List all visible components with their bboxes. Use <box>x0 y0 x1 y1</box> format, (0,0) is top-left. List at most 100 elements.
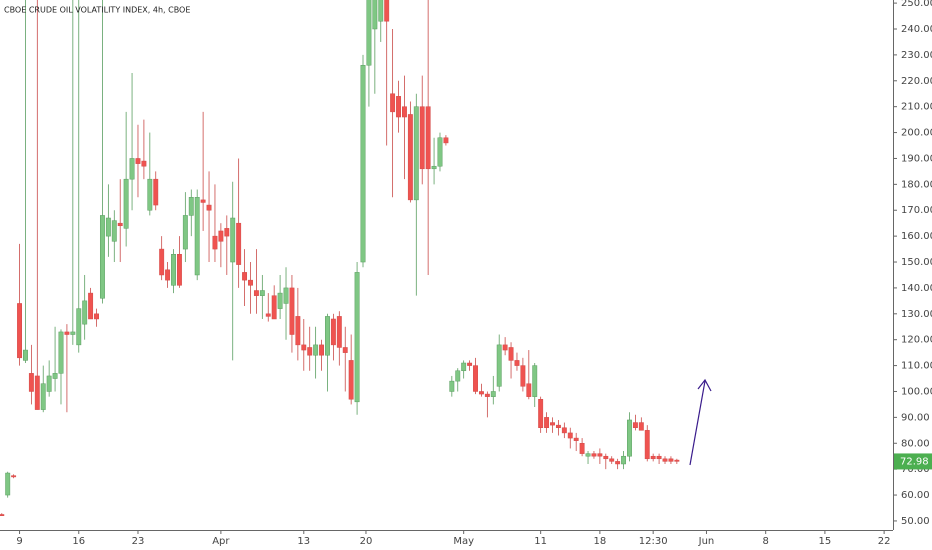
arrow-head <box>697 378 712 392</box>
x-tick-label: May <box>453 536 474 547</box>
candle-body <box>88 292 94 320</box>
candle-body <box>544 417 550 428</box>
candle-body <box>248 279 253 286</box>
candle-body <box>419 106 425 170</box>
candle-body <box>259 290 265 296</box>
candle-body <box>212 235 218 250</box>
candle-body <box>319 344 325 356</box>
candle-body <box>0 514 5 517</box>
candle-body <box>206 204 212 211</box>
candle-body <box>662 458 668 462</box>
y-tick-label: 210.00 <box>901 102 932 113</box>
candle-body <box>656 455 662 460</box>
y-tick-label: 250.00 <box>901 0 932 9</box>
candle-body <box>40 383 46 410</box>
candle-body <box>668 458 674 462</box>
x-tick-label: 22 <box>878 536 891 547</box>
candle-body <box>390 93 396 113</box>
candle-body <box>372 0 378 30</box>
candle-body <box>603 455 609 460</box>
candle-body <box>425 106 431 170</box>
candle-body <box>99 215 105 299</box>
candle-body <box>609 458 615 462</box>
candle-body <box>135 158 141 164</box>
candle-body <box>674 459 680 462</box>
candle-body <box>496 344 502 387</box>
x-tick-label: 18 <box>594 536 607 547</box>
candle-body <box>597 453 603 457</box>
candle-body <box>555 424 561 428</box>
x-tick-label: 8 <box>762 536 768 547</box>
candle-body <box>449 380 455 392</box>
candle-body <box>64 331 70 335</box>
candle-body <box>218 230 224 242</box>
y-tick-label: 190.00 <box>901 153 932 164</box>
candle-body <box>585 453 591 457</box>
candle-body <box>360 64 366 263</box>
y-tick-label: 130.00 <box>901 309 932 320</box>
candle-body <box>307 347 313 356</box>
y-tick-label: 180.00 <box>901 179 932 190</box>
candle-body <box>407 114 413 201</box>
candle-body <box>111 220 117 242</box>
candle-body <box>615 461 621 465</box>
candle-body <box>159 248 165 276</box>
candle-body <box>28 373 34 392</box>
candle-body <box>70 331 76 335</box>
candle-body <box>5 472 11 496</box>
candle-body <box>82 300 88 325</box>
x-tick-label: 16 <box>72 536 85 547</box>
candle-body <box>34 375 40 410</box>
candle-body <box>396 96 401 118</box>
arrow-line <box>689 380 706 466</box>
candle-body <box>384 0 390 22</box>
x-tick-label: Apr <box>212 536 230 547</box>
candle-body <box>271 295 277 320</box>
candle-body <box>508 347 514 361</box>
candle-body <box>502 344 508 351</box>
candle-body <box>526 383 532 397</box>
x-tick-label: 11 <box>534 536 547 547</box>
candle-body <box>461 362 467 372</box>
candle-body <box>283 287 289 304</box>
y-tick-label: 90.00 <box>901 412 930 423</box>
candle-body <box>17 303 22 359</box>
candle-body <box>366 0 372 66</box>
candle-body <box>520 365 526 387</box>
candle-body <box>490 391 496 397</box>
candle-body <box>153 178 159 206</box>
x-tick-label: 12:30 <box>639 536 668 547</box>
candle-body <box>301 344 307 351</box>
y-tick-label: 220.00 <box>901 76 932 87</box>
last-price-box <box>894 453 932 470</box>
y-tick-label: 100.00 <box>901 386 932 397</box>
candle-body <box>23 349 28 361</box>
candle-body <box>277 292 283 309</box>
candle-body <box>188 197 194 216</box>
candle-body <box>532 365 538 397</box>
x-tick-label: 15 <box>819 536 832 547</box>
candle-body <box>295 316 301 346</box>
candle-body <box>313 344 319 356</box>
candle-body <box>467 362 473 366</box>
candle-body <box>176 254 182 286</box>
candle-body <box>194 197 200 276</box>
candle-body <box>265 313 271 317</box>
candle-body <box>402 106 407 118</box>
candle-body <box>105 217 111 237</box>
candle-body <box>224 228 230 237</box>
candle-body <box>325 316 330 356</box>
y-tick-label: 110.00 <box>901 361 932 372</box>
candle-body <box>550 422 555 426</box>
candle-body <box>478 391 484 395</box>
x-tick-label: 20 <box>360 536 373 547</box>
candle-body <box>437 137 443 167</box>
candle-body <box>52 373 58 379</box>
candle-body <box>171 254 176 286</box>
candle-body <box>342 347 348 353</box>
candle-body <box>650 455 656 460</box>
y-tick-label: 60.00 <box>901 490 930 501</box>
candle-body <box>573 437 579 441</box>
candle-body <box>289 287 295 335</box>
